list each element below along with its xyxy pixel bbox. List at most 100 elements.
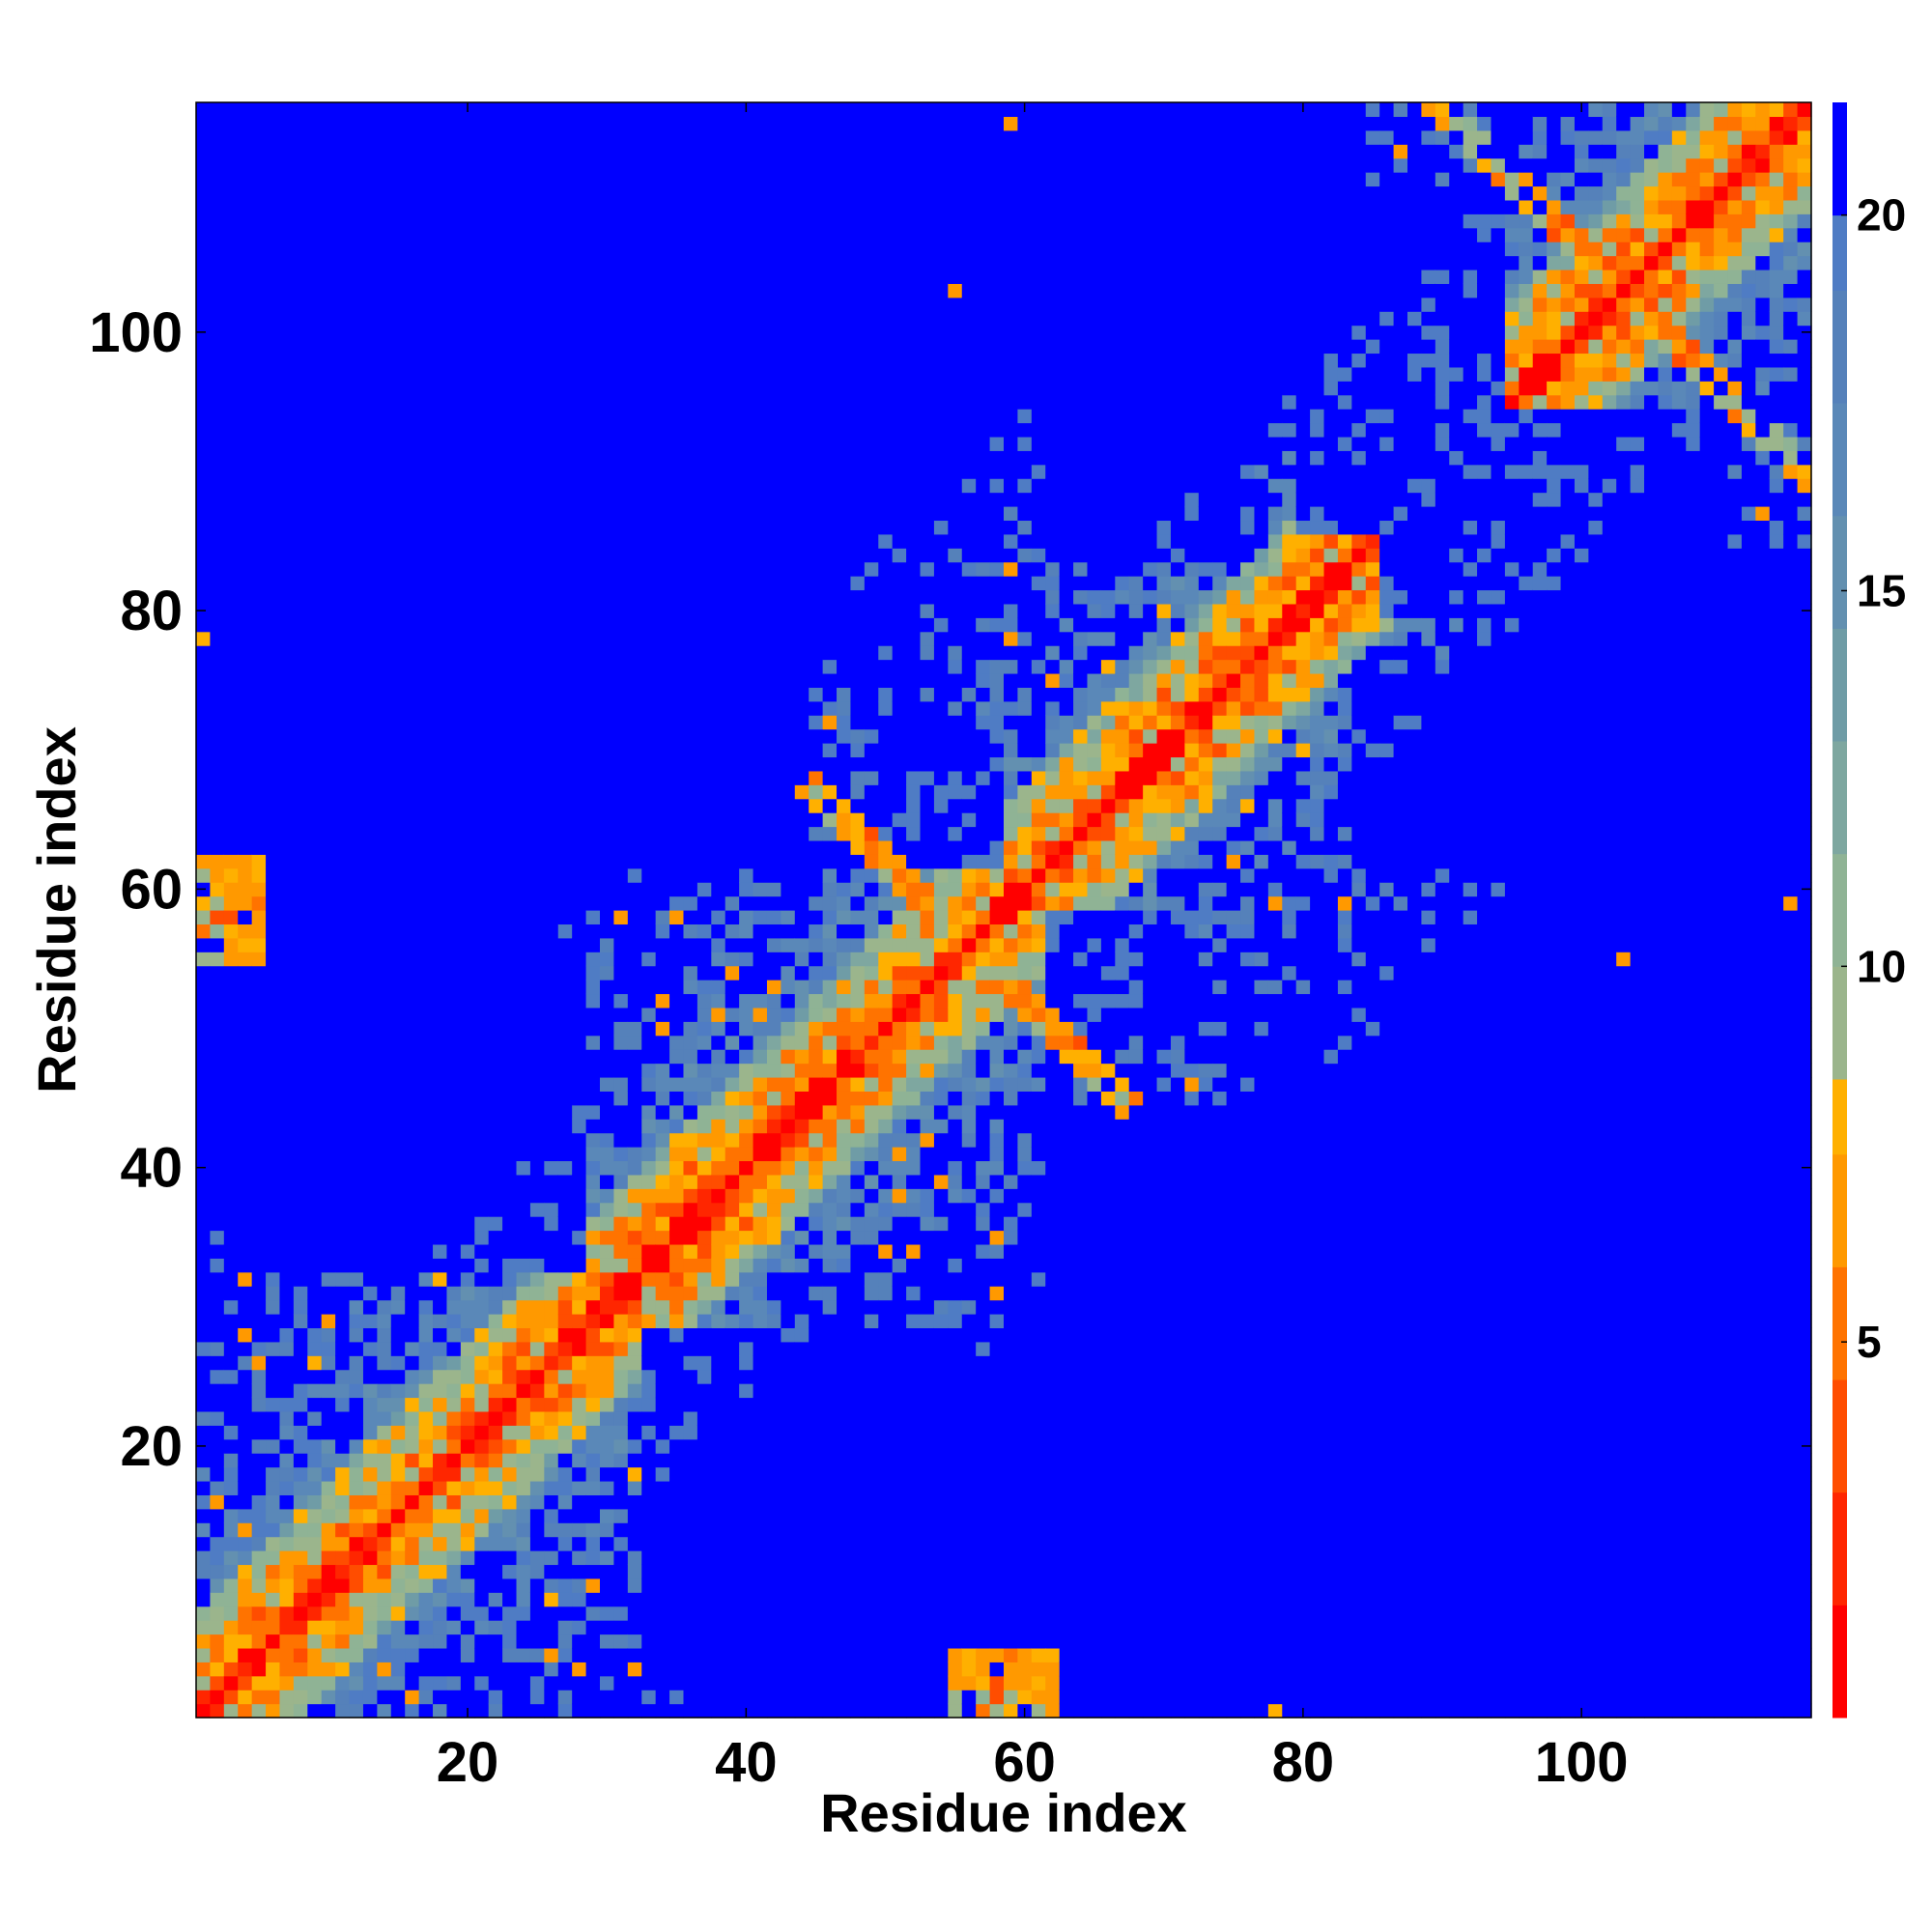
heatmap-cell — [433, 589, 448, 605]
heatmap-cell — [641, 1438, 657, 1454]
heatmap-cell — [544, 1063, 559, 1078]
heatmap-cell — [418, 1230, 434, 1245]
heatmap-cell — [390, 1063, 406, 1078]
heatmap-cell — [460, 728, 475, 744]
heatmap-cell — [362, 1341, 378, 1356]
heatmap-cell — [349, 297, 364, 312]
heatmap-cell — [613, 102, 629, 118]
heatmap-cell — [266, 770, 281, 785]
heatmap-cell — [460, 659, 475, 674]
heatmap-cell — [266, 589, 281, 605]
heatmap-cell — [613, 576, 629, 591]
heatmap-cell — [266, 478, 281, 494]
heatmap-cell — [223, 672, 239, 688]
heatmap-cell — [488, 952, 503, 967]
heatmap-cell — [196, 185, 212, 201]
heatmap-cell — [696, 213, 712, 229]
heatmap-cell — [516, 339, 531, 355]
heatmap-cell — [557, 1494, 573, 1510]
heatmap-cell — [266, 1410, 281, 1426]
heatmap-cell — [349, 144, 364, 159]
heatmap-cell — [446, 1286, 462, 1301]
heatmap-cell — [781, 715, 796, 730]
heatmap-cell — [293, 1634, 308, 1649]
heatmap-cell — [724, 1147, 740, 1162]
heatmap-cell — [196, 1410, 212, 1426]
heatmap-cell — [335, 1662, 351, 1677]
heatmap-cell — [696, 1007, 712, 1022]
heatmap-cell — [613, 366, 629, 382]
heatmap-cell — [433, 812, 448, 828]
heatmap-cell — [418, 436, 434, 451]
heatmap-cell — [460, 1147, 475, 1162]
heatmap-cell — [600, 1327, 615, 1343]
heatmap-cell — [585, 631, 601, 646]
heatmap-cell — [529, 464, 545, 479]
heatmap-cell — [460, 1425, 475, 1440]
heatmap-cell — [613, 353, 629, 368]
heatmap-cell — [613, 1438, 629, 1454]
heatmap-cell — [753, 882, 768, 897]
heatmap-cell — [446, 1494, 462, 1510]
heatmap-cell — [474, 506, 490, 522]
heatmap-cell — [405, 603, 420, 618]
heatmap-cell — [223, 1690, 239, 1705]
heatmap-cell — [390, 1522, 406, 1538]
heatmap-cell — [766, 617, 781, 633]
heatmap-cell — [390, 464, 406, 479]
heatmap-cell — [613, 770, 629, 785]
heatmap-cell — [335, 1369, 351, 1384]
heatmap-cell — [655, 478, 670, 494]
heatmap-cell — [502, 506, 518, 522]
heatmap-cell — [266, 1508, 281, 1523]
heatmap-cell — [544, 576, 559, 591]
heatmap-cell — [223, 144, 239, 159]
heatmap-cell — [683, 882, 698, 897]
heatmap-cell — [266, 1147, 281, 1162]
heatmap-cell — [669, 1271, 685, 1287]
heatmap-cell — [557, 1564, 573, 1579]
heatmap-cell — [210, 770, 225, 785]
heatmap-cell — [446, 895, 462, 911]
heatmap-cell — [266, 1592, 281, 1607]
heatmap-cell — [210, 269, 225, 284]
heatmap-cell — [739, 839, 754, 855]
heatmap-cell — [196, 1035, 212, 1050]
heatmap-cell — [557, 1634, 573, 1649]
heatmap-cell — [377, 839, 392, 855]
heatmap-cell — [557, 533, 573, 549]
heatmap-cell — [196, 297, 212, 312]
heatmap-cell — [711, 672, 726, 688]
heatmap-cell — [196, 1063, 212, 1078]
heatmap-cell — [641, 1494, 657, 1510]
heatmap-cell — [724, 1620, 740, 1635]
heatmap-cell — [307, 1397, 323, 1412]
heatmap-cell — [753, 812, 768, 828]
heatmap-cell — [293, 1327, 308, 1343]
heatmap-cell — [335, 157, 351, 173]
heatmap-cell — [433, 116, 448, 131]
heatmap-cell — [307, 1063, 323, 1078]
heatmap-cell — [446, 631, 462, 646]
heatmap-cell — [238, 1480, 253, 1495]
heatmap-cell — [377, 227, 392, 242]
heatmap-cell — [362, 1383, 378, 1399]
heatmap-cell — [223, 1243, 239, 1259]
heatmap-cell — [585, 1188, 601, 1204]
heatmap-cell — [669, 1383, 685, 1399]
heatmap-cell — [293, 436, 308, 451]
heatmap-cell — [362, 548, 378, 563]
heatmap-cell — [585, 1063, 601, 1078]
heatmap-cell — [433, 1425, 448, 1440]
heatmap-cell — [335, 1299, 351, 1315]
heatmap-cell — [377, 1494, 392, 1510]
heatmap-cell — [251, 1355, 267, 1371]
heatmap-cell — [739, 1536, 754, 1551]
heatmap-cell — [293, 1243, 308, 1259]
heatmap-cell — [390, 1605, 406, 1621]
heatmap-cell — [753, 339, 768, 355]
heatmap-cell — [516, 1536, 531, 1551]
heatmap-cell — [405, 1271, 420, 1287]
heatmap-cell — [572, 1104, 587, 1120]
heatmap-cell — [585, 1160, 601, 1176]
